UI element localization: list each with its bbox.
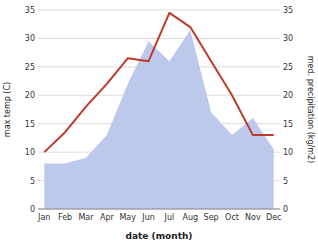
x-tick-label: Jan (37, 213, 50, 222)
x-tick-label: Sep (204, 213, 219, 222)
y-tick-label: 20 (25, 91, 35, 100)
x-tick-label: Apr (100, 213, 115, 222)
plot-area (44, 13, 273, 209)
x-tick-label: Nov (245, 213, 261, 222)
y-tick-label: 15 (25, 120, 35, 129)
x-tick-label: Feb (58, 213, 72, 222)
y2-tick-label: 25 (283, 63, 293, 72)
y-tick-label: 10 (25, 148, 35, 157)
x-tick-label: Dec (266, 213, 281, 222)
y2-tick-label: 20 (283, 91, 293, 100)
x-tick-label: May (119, 213, 136, 222)
y-tick-label: 30 (25, 34, 35, 43)
chart: JanFebMarAprMayJunJulAugSepOctNovDec0510… (0, 0, 318, 247)
x-axis-line (38, 209, 280, 210)
y2-tick-label: 0 (283, 205, 288, 214)
y-tick-label: 25 (25, 63, 35, 72)
y2-tick-label: 15 (283, 120, 293, 129)
precip-area (44, 30, 273, 209)
y2-tick-label: 10 (283, 148, 293, 157)
x-tick-label: Jun (141, 213, 155, 222)
temp-line (44, 13, 273, 152)
y2-tick-label: 5 (283, 177, 288, 186)
y2-tick-label: 35 (283, 6, 293, 15)
x-tick-label: Oct (225, 213, 239, 222)
y-tick-label: 35 (25, 6, 35, 15)
x-tick-label: Mar (78, 213, 94, 222)
x-axis-label: date (month) (126, 231, 193, 241)
grid-line (38, 209, 280, 210)
grid-line (38, 10, 280, 11)
y-tick-label: 0 (30, 205, 35, 214)
x-tick-label: Jul (164, 213, 175, 222)
x-tick-label: Aug (182, 213, 198, 222)
y2-tick-label: 30 (283, 34, 293, 43)
y-axis-label: max temp (C) (3, 82, 12, 137)
y2-axis-label: med. precipitation (kg/m2) (306, 56, 315, 163)
y-tick-label: 5 (30, 177, 35, 186)
